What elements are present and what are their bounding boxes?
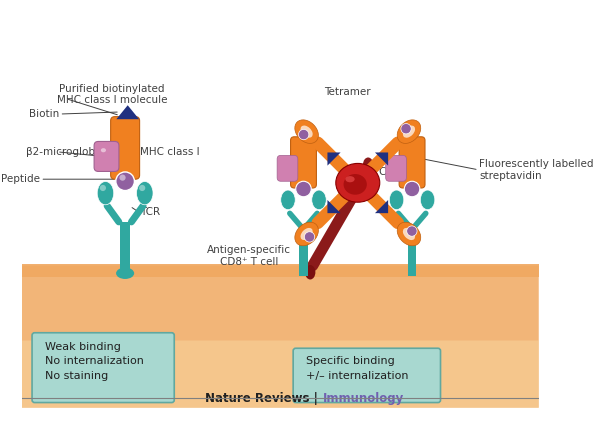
Bar (22, 265, 539, 277)
Ellipse shape (403, 126, 415, 138)
FancyArrowPatch shape (131, 206, 143, 222)
Ellipse shape (346, 176, 355, 182)
FancyBboxPatch shape (32, 333, 174, 403)
Circle shape (119, 174, 126, 181)
Ellipse shape (295, 120, 319, 143)
FancyArrowPatch shape (305, 213, 317, 227)
Circle shape (407, 226, 417, 236)
FancyArrowPatch shape (107, 206, 119, 222)
Text: Antigen-specific
CD8⁺ T cell: Antigen-specific CD8⁺ T cell (207, 245, 291, 267)
Ellipse shape (281, 190, 295, 210)
Ellipse shape (101, 148, 106, 152)
FancyArrowPatch shape (290, 213, 302, 227)
Ellipse shape (295, 222, 319, 246)
Circle shape (116, 172, 134, 191)
FancyArrowPatch shape (398, 213, 410, 227)
Ellipse shape (139, 185, 146, 191)
FancyArrowPatch shape (313, 172, 367, 266)
FancyBboxPatch shape (291, 137, 316, 188)
Ellipse shape (403, 228, 415, 240)
Text: Tetramer: Tetramer (324, 87, 371, 97)
Ellipse shape (305, 265, 316, 279)
FancyArrowPatch shape (414, 213, 426, 227)
Ellipse shape (397, 120, 420, 143)
Text: CD8: CD8 (379, 167, 401, 177)
Bar (120, 222, 130, 276)
Ellipse shape (344, 174, 367, 195)
Polygon shape (375, 200, 388, 213)
Circle shape (298, 129, 309, 140)
Ellipse shape (389, 190, 404, 210)
Text: Fluorescently labelled
streptavidin: Fluorescently labelled streptavidin (479, 159, 594, 181)
Ellipse shape (363, 158, 373, 172)
FancyBboxPatch shape (399, 137, 425, 188)
Ellipse shape (100, 185, 106, 191)
FancyArrowPatch shape (371, 143, 398, 170)
Ellipse shape (301, 126, 313, 138)
Polygon shape (375, 152, 388, 166)
Text: Peptide: Peptide (1, 174, 40, 184)
Text: Weak binding
No internalization
No staining: Weak binding No internalization No stain… (45, 342, 144, 381)
Bar (300, 230, 308, 276)
Text: Biotin: Biotin (29, 109, 59, 119)
FancyBboxPatch shape (22, 340, 539, 408)
Circle shape (296, 181, 311, 197)
FancyArrowPatch shape (371, 196, 398, 223)
Ellipse shape (420, 190, 435, 210)
Text: Purified biotinylated
MHC class I molecule: Purified biotinylated MHC class I molecu… (57, 84, 168, 105)
Text: Specific binding
+/– internalization: Specific binding +/– internalization (306, 356, 409, 381)
Ellipse shape (311, 190, 326, 210)
Ellipse shape (301, 228, 313, 240)
FancyBboxPatch shape (277, 155, 298, 181)
FancyBboxPatch shape (94, 141, 119, 171)
Text: Immunology: Immunology (323, 392, 404, 405)
Polygon shape (328, 200, 341, 213)
Polygon shape (328, 152, 341, 166)
FancyBboxPatch shape (22, 265, 539, 408)
Bar (408, 230, 416, 276)
FancyBboxPatch shape (111, 117, 140, 179)
Polygon shape (116, 105, 139, 119)
Text: TCR: TCR (140, 207, 160, 217)
Circle shape (304, 232, 314, 242)
Text: MHC class I: MHC class I (140, 147, 199, 157)
Ellipse shape (336, 163, 380, 202)
Ellipse shape (397, 222, 420, 246)
FancyBboxPatch shape (386, 155, 406, 181)
Text: Nature Reviews |: Nature Reviews | (205, 392, 322, 405)
Text: β2-microglobulin: β2-microglobulin (26, 147, 114, 157)
Circle shape (401, 124, 411, 134)
FancyArrowPatch shape (317, 143, 345, 170)
Ellipse shape (116, 268, 134, 279)
Ellipse shape (97, 181, 114, 205)
FancyBboxPatch shape (293, 348, 440, 403)
FancyArrowPatch shape (317, 196, 345, 223)
Circle shape (404, 181, 420, 197)
Ellipse shape (137, 181, 153, 205)
